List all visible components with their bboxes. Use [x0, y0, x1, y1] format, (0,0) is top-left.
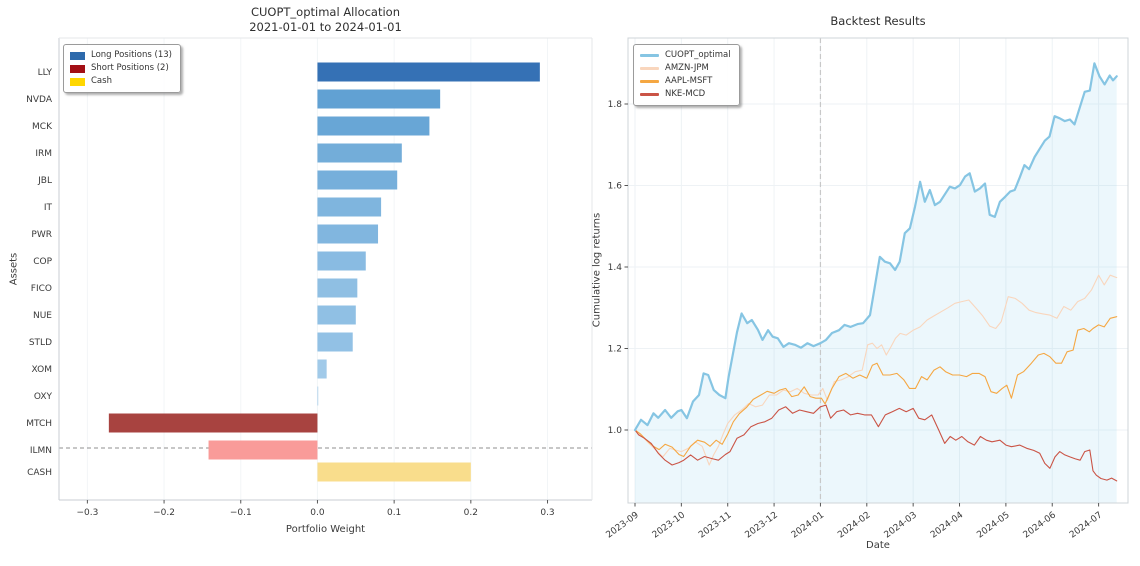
y-tick-label: 1.0: [608, 426, 623, 436]
bar-oxy: [317, 386, 319, 406]
legend-item-nke-mcd: NKE-MCD: [640, 88, 731, 101]
bar-cash: [317, 462, 471, 482]
legend-item-label: Short Positions (2): [91, 63, 169, 73]
backtest-legend: CUOPT_optimal AMZN-JPM AAPL-MSFT NKE-MCD: [633, 44, 740, 106]
bar-jbl: [317, 170, 398, 190]
bar-xom: [317, 359, 327, 379]
line-amzn-jpm: [634, 274, 1118, 466]
x-tick-label: 2024-03: [883, 510, 919, 540]
y-tick-label: 1.4: [608, 263, 623, 273]
y-tick-label-mck: MCK: [32, 122, 53, 132]
y-tick-label-irm: IRM: [35, 149, 52, 159]
legend-item-label: Cash: [91, 76, 112, 86]
x-tick-label: 2023-11: [697, 510, 733, 540]
allocation-title-block: CUOPT_optimal Allocation 2021-01-01 to 2…: [59, 5, 592, 34]
legend-item-cuopt-optimal: CUOPT_optimal: [640, 49, 731, 62]
y-tick-label-xom: XOM: [32, 365, 52, 375]
bar-ilmn: [208, 440, 318, 460]
aapl-msft-line-swatch: [640, 80, 659, 83]
legend-item-short: Short Positions (2): [70, 62, 172, 75]
x-tick-label: 2024-07: [1068, 510, 1104, 540]
bar-nvda: [317, 89, 441, 109]
allocation-subtitle: 2021-01-01 to 2024-01-01: [249, 19, 402, 34]
x-tick-label: −0.1: [230, 508, 252, 518]
allocation-legend: Long Positions (13) Short Positions (2) …: [63, 44, 181, 93]
legend-item-aapl-msft: AAPL-MSFT: [640, 75, 731, 88]
allocation-title: CUOPT_optimal Allocation: [250, 5, 401, 19]
y-tick-label-nvda: NVDA: [26, 95, 53, 105]
y-tick-label-nue: NUE: [33, 311, 52, 321]
y-tick-label-stld: STLD: [29, 338, 52, 348]
x-tick-label: 2024-04: [929, 510, 966, 540]
x-tick-label: 0.0: [310, 508, 325, 518]
y-tick-label-pwr: PWR: [31, 230, 52, 240]
bar-stld: [317, 332, 353, 352]
line-nke-mcd: [634, 404, 1118, 482]
bar-fico: [317, 278, 358, 298]
legend-item-label: NKE-MCD: [665, 89, 706, 99]
legend-item-label: AMZN-JPM: [665, 63, 709, 73]
legend-item-amzn-jpm: AMZN-JPM: [640, 62, 731, 75]
y-tick-label: 1.8: [608, 100, 623, 110]
legend-item-cash: Cash: [70, 75, 172, 88]
legend-item-label: AAPL-MSFT: [665, 76, 713, 86]
backtest-ylabel: Cumulative log returns: [591, 212, 603, 328]
x-tick-label: 2023-12: [744, 510, 780, 540]
x-tick-label: −0.2: [153, 508, 175, 518]
y-tick-label-it: IT: [44, 203, 53, 213]
amzn-jpm-line-swatch: [640, 67, 659, 70]
legend-item-label: CUOPT_optimal: [665, 50, 731, 60]
backtest-xlabel: Date: [866, 540, 890, 551]
x-tick-label: 2023-10: [651, 510, 688, 540]
y-tick-label: 1.2: [608, 345, 622, 355]
y-tick-label-fico: FICO: [31, 284, 52, 294]
bar-mck: [317, 116, 430, 136]
bar-lly: [317, 62, 540, 82]
y-tick-label-oxy: OXY: [34, 392, 53, 402]
y-tick-label-cop: COP: [33, 257, 52, 267]
x-tick-label: 2024-02: [836, 510, 872, 540]
y-tick-label: 1.6: [608, 182, 623, 192]
x-tick-label: 2024-05: [975, 510, 1011, 540]
x-tick-label: 2023-09: [604, 510, 641, 540]
bar-mtch: [108, 413, 318, 433]
cuopt-optimal-line-swatch: [640, 54, 659, 57]
backtest-plot-frame: [627, 37, 1129, 504]
x-tick-label: 0.2: [464, 508, 478, 518]
y-tick-label-jbl: JBL: [37, 176, 52, 186]
legend-item-long: Long Positions (13): [70, 49, 172, 62]
x-tick-label: 0.3: [540, 508, 554, 518]
cash-swatch: [70, 77, 85, 86]
allocation-xlabel: Portfolio Weight: [285, 524, 366, 535]
long-positions-swatch: [70, 51, 85, 60]
y-tick-label-ilmn: ILMN: [30, 446, 52, 456]
line-cuopt-optimal: [633, 62, 1118, 432]
bar-cop: [317, 251, 366, 271]
line-aapl-msft: [634, 316, 1118, 458]
bar-nue: [317, 305, 356, 325]
y-tick-label-cash: CASH: [27, 468, 52, 478]
nke-mcd-line-swatch: [640, 93, 659, 96]
x-tick-label: 2024-06: [1022, 510, 1059, 540]
short-positions-swatch: [70, 64, 85, 73]
legend-item-label: Long Positions (13): [91, 50, 172, 60]
bar-irm: [317, 143, 402, 163]
y-tick-label-lly: LLY: [38, 68, 53, 78]
backtest-title: Backtest Results: [830, 14, 926, 28]
x-tick-label: −0.3: [76, 508, 98, 518]
x-tick-label: 2024-01: [790, 510, 826, 540]
bar-it: [317, 197, 382, 217]
x-tick-label: 0.1: [387, 508, 401, 518]
bar-pwr: [317, 224, 379, 244]
allocation-ylabel: Assets: [8, 252, 20, 286]
y-tick-label-mtch: MTCH: [26, 419, 52, 429]
